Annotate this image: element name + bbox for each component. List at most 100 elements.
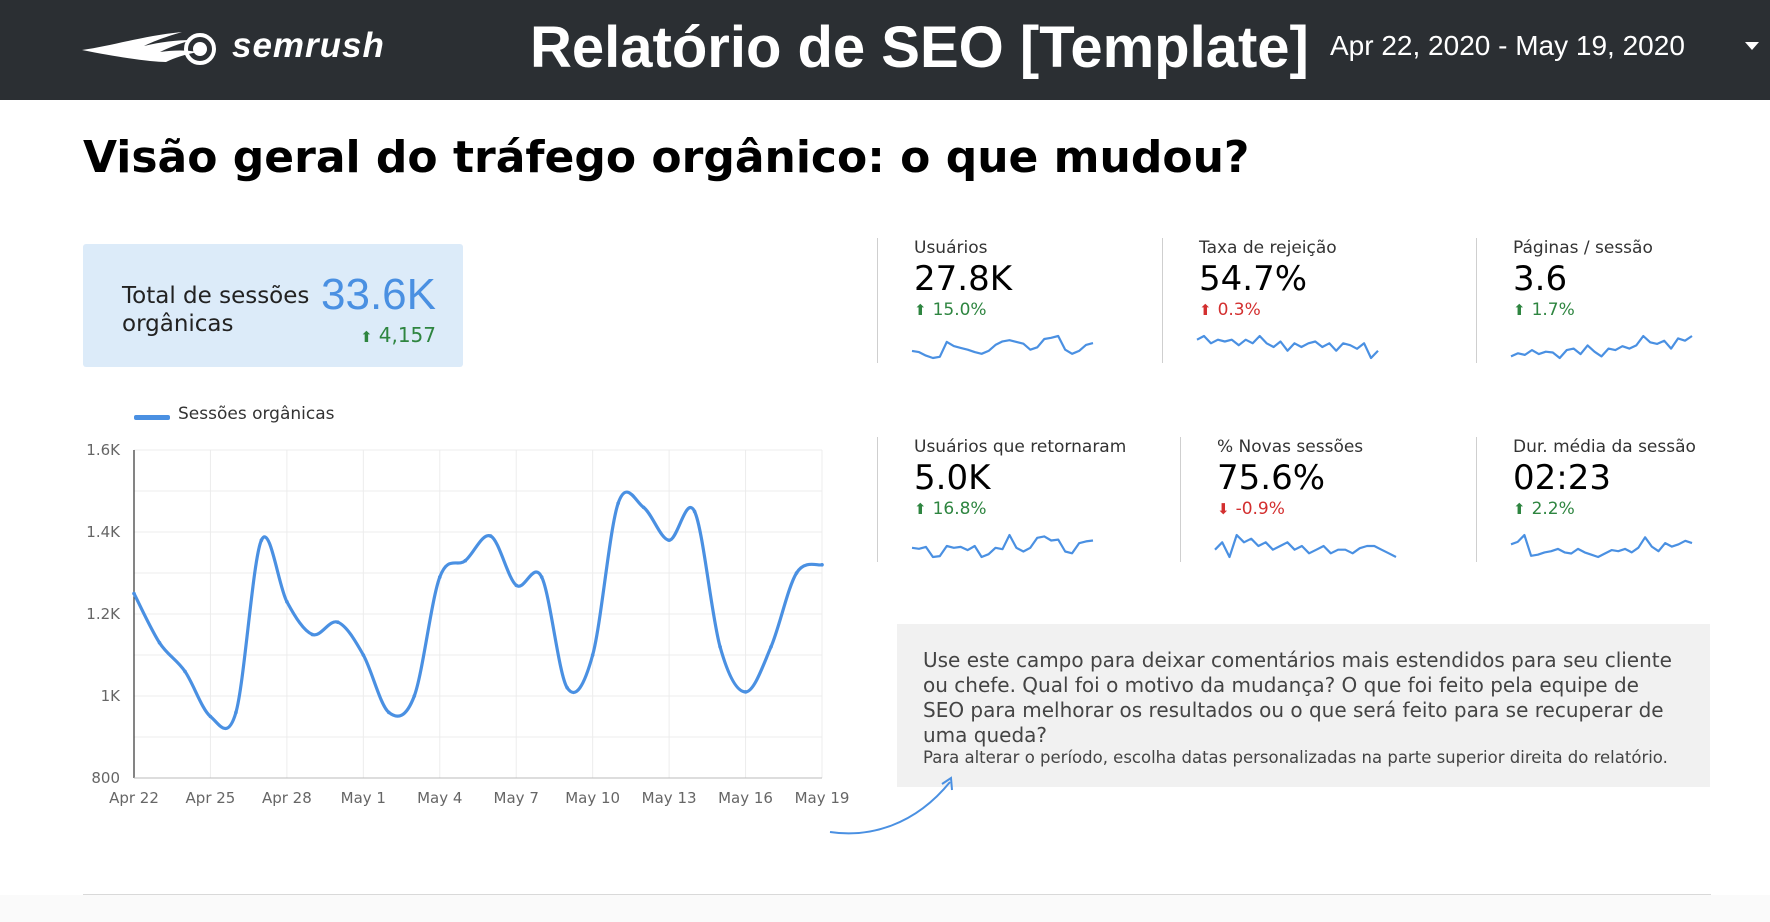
next-section-strip [0, 895, 1770, 922]
comment-text: Use este campo para deixar comentários m… [923, 648, 1672, 747]
kpi-delta-value: 0.3% [1217, 300, 1261, 320]
series-line [132, 490, 824, 731]
y-tick-label: 1.6K [86, 441, 121, 459]
data-point [590, 653, 595, 657]
arrow-down-icon: ⬇ [1217, 500, 1230, 518]
kpi-bounce-rate: Taxa de rejeição 54.7% ⬆ 0.3% [1162, 238, 1432, 363]
data-point [259, 538, 264, 542]
kpi-value: 75.6% [1217, 458, 1326, 498]
total-sessions-value: 33.6K [321, 270, 436, 319]
y-tick-label: 800 [91, 769, 120, 787]
arrow-up-icon: ⬆ [914, 500, 927, 518]
kpi-returning-users: Usuários que retornaram 5.0K ⬆ 16.8% [877, 437, 1147, 562]
data-point [565, 686, 569, 690]
sparkline-path [1196, 334, 1379, 360]
data-point [387, 710, 391, 715]
x-tick-label: Apr 25 [186, 789, 236, 807]
kpi-pages-per-session: Páginas / sessão 3.6 ⬆ 1.7% [1476, 238, 1746, 363]
data-point [412, 694, 417, 698]
kpi-value: 5.0K [914, 458, 991, 498]
data-point [157, 640, 162, 645]
kpi-label: Usuários [914, 238, 988, 258]
kpi-sparkline [911, 533, 1094, 559]
kpi-label: Usuários que retornaram [914, 437, 1127, 457]
x-tick-label: Apr 28 [262, 789, 312, 807]
arrow-up-icon: ⬆ [1199, 301, 1212, 319]
x-tick-label: May 16 [718, 789, 773, 807]
data-point [692, 509, 697, 514]
data-point [488, 534, 493, 538]
comment-box[interactable]: Use este campo para deixar comentários m… [897, 624, 1710, 787]
report-title: Relatório de SEO [Template] [530, 15, 1309, 80]
sparkline-path [911, 533, 1094, 559]
kpi-delta-value: 16.8% [932, 499, 987, 519]
data-point [641, 505, 646, 510]
kpi-divider [1476, 437, 1477, 562]
arrow-up-icon: ⬆ [360, 328, 373, 346]
y-tick-label: 1.2K [86, 605, 121, 623]
sparkline-path [1214, 533, 1397, 559]
data-point [463, 558, 468, 563]
kpi-sparkline [1510, 533, 1693, 559]
kpi-label: Páginas / sessão [1513, 238, 1653, 258]
arrow-up-icon: ⬆ [914, 301, 927, 319]
sparkline-path [911, 334, 1094, 360]
x-tick-label: May 13 [642, 789, 697, 807]
comment-hint: Para alterar o período, escolha datas pe… [923, 748, 1668, 767]
y-tick-label: 1.4K [86, 523, 121, 541]
kpi-users: Usuários 27.8K ⬆ 15.0% [877, 238, 1147, 363]
kpi-delta-value: 1.7% [1531, 300, 1575, 320]
total-sessions-delta: ⬆ 4,157 [360, 323, 436, 347]
kpi-divider [877, 437, 878, 562]
data-point [208, 714, 213, 719]
kpi-value: 27.8K [914, 259, 1012, 299]
data-point [336, 620, 340, 624]
data-point [132, 591, 136, 596]
total-sessions-delta-value: 4,157 [378, 323, 436, 347]
kpi-delta-value: -0.9% [1235, 499, 1285, 519]
kpi-delta: ⬆ 2.2% [1513, 499, 1575, 519]
data-point [769, 645, 773, 649]
kpi-sparkline [911, 334, 1094, 360]
kpi-label: Dur. média da sessão [1513, 437, 1696, 457]
data-point [183, 669, 187, 674]
kpi-delta: ⬆ 1.7% [1513, 300, 1575, 320]
semrush-logo-icon [82, 32, 216, 65]
kpi-divider [1180, 437, 1181, 562]
header-bar: semrush Relatório de SEO [Template] Apr … [0, 0, 1770, 100]
legend-swatch [134, 415, 170, 420]
data-point [361, 653, 366, 657]
date-range-selector[interactable]: Apr 22, 2020 - May 19, 2020 [1330, 30, 1685, 61]
kpi-divider [877, 238, 878, 363]
data-point [285, 599, 289, 604]
sparkline-path [1510, 334, 1693, 360]
kpi-sparkline [1510, 334, 1693, 360]
kpi-sparkline [1214, 533, 1397, 559]
kpi-delta: ⬆ 0.3% [1199, 300, 1261, 320]
kpi-delta-value: 15.0% [932, 300, 987, 320]
data-point [310, 632, 315, 637]
data-point [234, 710, 238, 715]
data-point [437, 575, 442, 579]
x-tick-label: Apr 22 [109, 789, 159, 807]
x-tick-label: May 10 [565, 789, 620, 807]
x-tick-label: May 1 [341, 789, 386, 807]
data-point [718, 645, 722, 649]
kpi-delta: ⬆ 15.0% [914, 300, 987, 320]
curved-arrow-icon [829, 776, 953, 835]
kpi-sparkline [1196, 334, 1379, 360]
kpi-delta: ⬇ -0.9% [1217, 499, 1285, 519]
y-tick-label: 1K [101, 687, 122, 705]
data-point [514, 583, 519, 588]
kpi-divider [1476, 238, 1477, 363]
x-tick-label: May 19 [795, 789, 850, 807]
x-tick-label: May 4 [417, 789, 462, 807]
data-point [743, 690, 748, 694]
total-sessions-card: Total de sessões orgânicas 33.6K ⬆ 4,157 [83, 244, 463, 367]
kpi-divider [1162, 238, 1163, 363]
kpi-avg-session-duration: Dur. média da sessão 02:23 ⬆ 2.2% [1476, 437, 1746, 562]
kpi-label: Taxa de rejeição [1199, 238, 1337, 258]
data-point [794, 571, 799, 575]
data-point [616, 501, 620, 506]
chevron-down-icon[interactable] [1745, 42, 1759, 50]
